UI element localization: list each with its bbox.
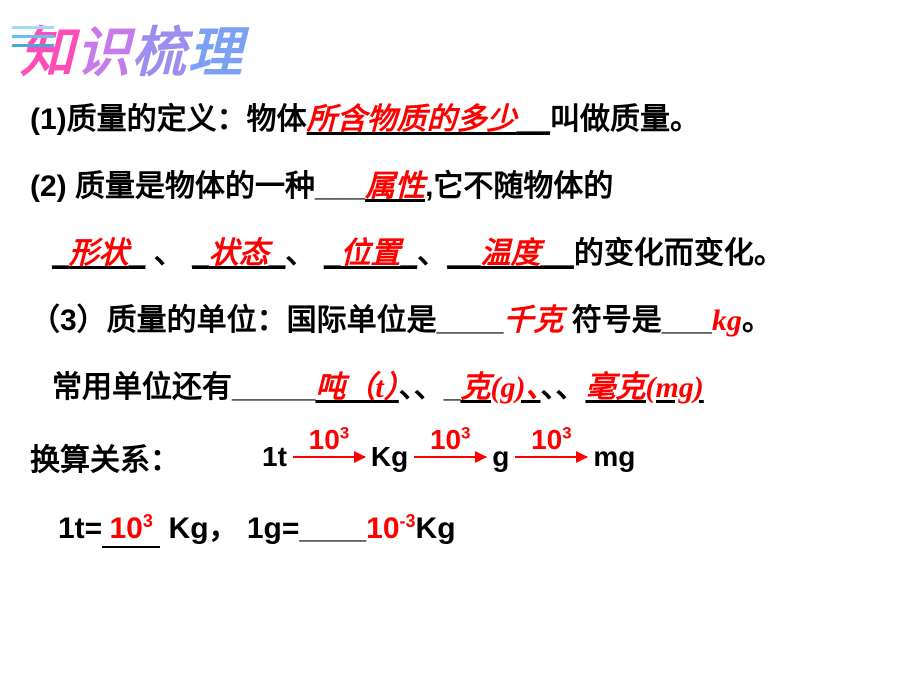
exp-2: 103 — [430, 424, 471, 456]
question-1: (1)质量的定义：物体所含物质的多少__叫做质量。 — [30, 100, 890, 139]
q2-l1-answer: 属性 — [365, 170, 425, 203]
question-2-line2: _形状_ 、 _状态_、 _位置_、__温度__的变化而变化。 — [52, 234, 890, 273]
eq1-rhs: Kg， — [160, 512, 238, 545]
q3-suffix1: 。 — [742, 304, 772, 337]
content-body: (1)质量的定义：物体所含物质的多少__叫做质量。 (2) 质量是物体的一种__… — [30, 100, 890, 548]
eq2-val: 10-3 — [366, 512, 415, 545]
q1-prefix: (1)质量的定义：物体 — [30, 103, 307, 136]
unit-g: g — [492, 441, 509, 473]
unit-t: 1t — [262, 441, 287, 473]
q2-blank-1: 形状 — [69, 237, 129, 270]
q3-l1-prefix: （3）质量的单位：国际单位是____ — [30, 304, 503, 337]
q2-l1-prefix: (2) 质量是物体的一种___ — [30, 170, 365, 203]
question-3-line2: 常用单位还有_____吨（t）、、_克(g)、、、毫克(mg) — [52, 368, 890, 407]
q3-l2-prefix: 常用单位还有_____ — [52, 371, 315, 404]
q2-blank-2: 状态 — [209, 237, 269, 270]
eq1-val: 103 — [102, 512, 160, 548]
arrow-3: 103 — [515, 456, 587, 458]
conversion-diagram: 1t 103 Kg 103 g 103 mg — [260, 417, 637, 473]
unit-kg: Kg — [371, 441, 408, 473]
q3-u1: 吨（t） — [315, 371, 398, 404]
unit-mg: mg — [593, 441, 635, 473]
question-2-line1: (2) 质量是物体的一种___属性,它不随物体的 — [30, 167, 890, 206]
q3-sep1: 、、_ — [399, 371, 461, 404]
q3-sep2: 、、 — [540, 371, 585, 404]
eq2-rhs: Kg — [416, 512, 456, 545]
title-char-3: 梳 — [132, 23, 188, 83]
q3-ans1: 千克 — [503, 304, 563, 337]
title-char-4: 理 — [188, 23, 244, 83]
q2-blank-3: 位置 — [340, 237, 400, 270]
exp-3: 103 — [531, 424, 572, 456]
q2-l1-suffix: ,它不随物体的 — [425, 170, 613, 203]
q3-mid: 符号是___ — [563, 304, 711, 337]
question-3-line1: （3）质量的单位：国际单位是____千克 符号是___kg。 — [30, 301, 890, 340]
conversion-section: 换算关系： 1t 103 Kg 103 g 103 mg 1t=103 Kg， … — [30, 435, 890, 548]
q3-u2: 克(g)、 — [460, 371, 540, 404]
conversion-label: 换算关系： — [30, 444, 180, 477]
arrow-1: 103 — [293, 456, 365, 458]
q2-blank-4: 温度 — [481, 237, 541, 270]
q3-ans2: kg — [712, 304, 742, 337]
eq1-lhs: 1t= — [58, 512, 102, 545]
eq2-lhs: 1g=____ — [247, 512, 366, 545]
q1-suffix: 叫做质量。 — [550, 103, 700, 136]
arrow-2: 103 — [414, 456, 486, 458]
exp-1: 103 — [309, 424, 350, 456]
equation-row: 1t=103 Kg， 1g=____10-3Kg — [58, 503, 890, 548]
q3-u3: 毫克(mg) — [585, 371, 703, 404]
q2-l2-suffix: 的变化而变化。 — [574, 237, 784, 270]
q1-answer: 所含物质的多少 — [307, 103, 517, 136]
page-title-decorative: 知识梳理 — [20, 8, 244, 87]
title-char-2: 识 — [76, 23, 132, 83]
decorative-strokes — [12, 26, 54, 53]
